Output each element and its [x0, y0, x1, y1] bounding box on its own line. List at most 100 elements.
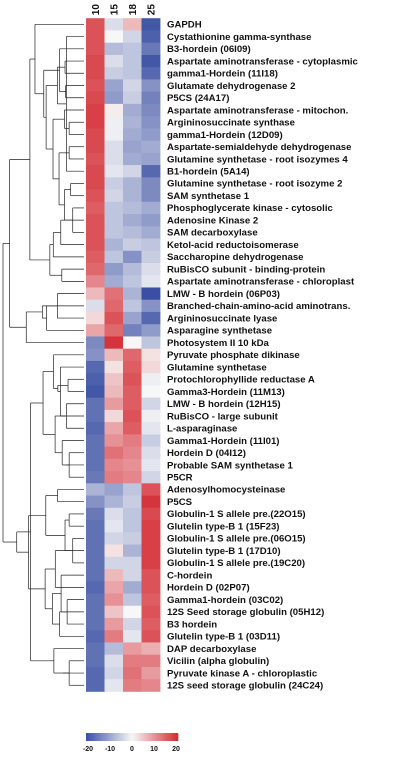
- color-key-swatch: [102, 733, 105, 741]
- heatmap-cell: [104, 446, 124, 460]
- color-key-swatch: [175, 733, 179, 741]
- heatmap-cell: [104, 226, 124, 239]
- heatmap-cell: [123, 30, 142, 44]
- heatmap-cell: [141, 495, 161, 509]
- heatmap-cell: [141, 336, 161, 350]
- heatmap-cell: [141, 630, 161, 643]
- column-labels: 10 15 18 25: [91, 4, 158, 16]
- heatmap-cell: [104, 116, 124, 129]
- color-key-swatch: [141, 733, 144, 741]
- heatmap-cell: [123, 91, 142, 105]
- heatmap-cell: [86, 679, 105, 692]
- row-label: Glutamate dehydrogenase 2: [167, 81, 296, 92]
- row-label: Gamma1-hordein (03C02): [167, 595, 283, 606]
- heatmap-cell: [104, 103, 124, 117]
- row-label: B3 hordein: [167, 619, 217, 630]
- row-label: 12S seed storage globulin (24C24): [167, 681, 323, 692]
- heatmap-cell: [86, 214, 105, 227]
- heatmap-cell: [141, 385, 161, 399]
- heatmap-cell: [86, 299, 105, 313]
- heatmap-cell: [86, 409, 105, 423]
- heatmap-cell: [86, 483, 105, 496]
- heatmap-cell: [123, 471, 142, 484]
- heatmap-cell: [86, 54, 105, 68]
- color-key-tick-label: -10: [105, 746, 115, 753]
- heatmap-cell: [123, 373, 142, 386]
- heatmap-cell: [141, 593, 161, 607]
- heatmap-cell: [123, 140, 142, 154]
- heatmap-cell: [123, 507, 142, 521]
- row-label: Hordein D (02P07): [167, 583, 250, 594]
- heatmap-cells: [86, 18, 161, 692]
- heatmap-cell: [141, 373, 161, 386]
- heatmap-cell: [123, 336, 142, 350]
- heatmap-cell: [123, 299, 142, 313]
- row-label: Glutamine synthetase - root isozyme 2: [167, 179, 342, 190]
- heatmap-cell: [123, 324, 142, 337]
- heatmap-cell: [123, 617, 142, 631]
- heatmap-cell: [141, 275, 161, 288]
- color-key-swatch: [129, 733, 133, 741]
- heatmap-cell: [141, 642, 161, 656]
- row-label: Gamma1-Hordein (11I01): [167, 436, 280, 447]
- heatmap-cell: [104, 520, 124, 533]
- row-label: Adenosine Kinase 2: [167, 215, 258, 226]
- row-label: Branched-chain-amino-acid aminotrans.: [167, 301, 350, 312]
- heatmap-cell: [86, 275, 105, 288]
- color-key-swatch: [136, 733, 140, 741]
- row-label: Aspartate aminotransferase - chloroplast: [167, 277, 355, 288]
- color-key-swatch: [171, 733, 174, 741]
- heatmap-cell: [123, 348, 142, 362]
- heatmap-cell: [86, 397, 105, 411]
- heatmap-cell: [104, 30, 124, 44]
- heatmap-cell: [86, 495, 105, 509]
- color-key-swatch: [150, 733, 153, 741]
- heatmap-cell: [86, 18, 105, 31]
- row-label: P5CS (24A17): [167, 93, 229, 104]
- row-label: Argininosuccinate synthase: [167, 118, 295, 129]
- heatmap-cell: [86, 593, 105, 607]
- heatmap-cell: [104, 569, 124, 582]
- heatmap-cell: [141, 140, 161, 154]
- heatmap-cell: [123, 434, 142, 447]
- heatmap-cell: [104, 630, 124, 643]
- row-label: B1-hordein (5A14): [167, 167, 250, 178]
- heatmap-cell: [141, 446, 161, 460]
- heatmap-cell: [104, 385, 124, 399]
- row-label: Ketol-acid reductoisomerase: [167, 240, 299, 251]
- row-label: Glutelin type-B 1 (15F23): [167, 521, 279, 532]
- heatmap-cell: [141, 238, 161, 252]
- row-label: Aspartate-semialdehyde dehydrogenase: [167, 142, 351, 153]
- color-key-swatch: [125, 733, 128, 741]
- heatmap-cell: [141, 54, 161, 68]
- heatmap-cell: [86, 116, 105, 129]
- heatmap-cell: [141, 422, 161, 435]
- color-key-swatch: [115, 733, 119, 741]
- heatmap-cell: [86, 165, 105, 178]
- heatmap-cell: [141, 299, 161, 313]
- heatmap-cell: [86, 569, 105, 582]
- color-key-tick-label: 0: [130, 746, 134, 753]
- heatmap-cell: [141, 360, 161, 374]
- heatmap-cell: [104, 373, 124, 386]
- column-label: 15: [109, 4, 120, 16]
- heatmap-cell: [123, 275, 142, 288]
- heatmap-cell: [86, 617, 105, 631]
- heatmap-cell: [141, 214, 161, 227]
- heatmap-cell: [141, 177, 161, 190]
- heatmap-cell: [141, 42, 161, 56]
- row-label: Glutelin type-B 1 (03D11): [167, 632, 280, 643]
- heatmap-cell: [104, 556, 124, 570]
- heatmap-cell: [104, 152, 124, 166]
- heatmap-cell: [104, 397, 124, 411]
- heatmap-cell: [104, 238, 124, 252]
- heatmap-cell: [104, 189, 124, 203]
- heatmap-cell: [123, 495, 142, 509]
- heatmap-cell: [123, 263, 142, 276]
- heatmap-cell: [123, 642, 142, 656]
- heatmap-cell: [104, 666, 124, 680]
- heatmap-cell: [123, 409, 142, 423]
- heatmap-cell: [104, 18, 124, 31]
- heatmap-cell: [86, 373, 105, 386]
- heatmap-cell: [86, 360, 105, 374]
